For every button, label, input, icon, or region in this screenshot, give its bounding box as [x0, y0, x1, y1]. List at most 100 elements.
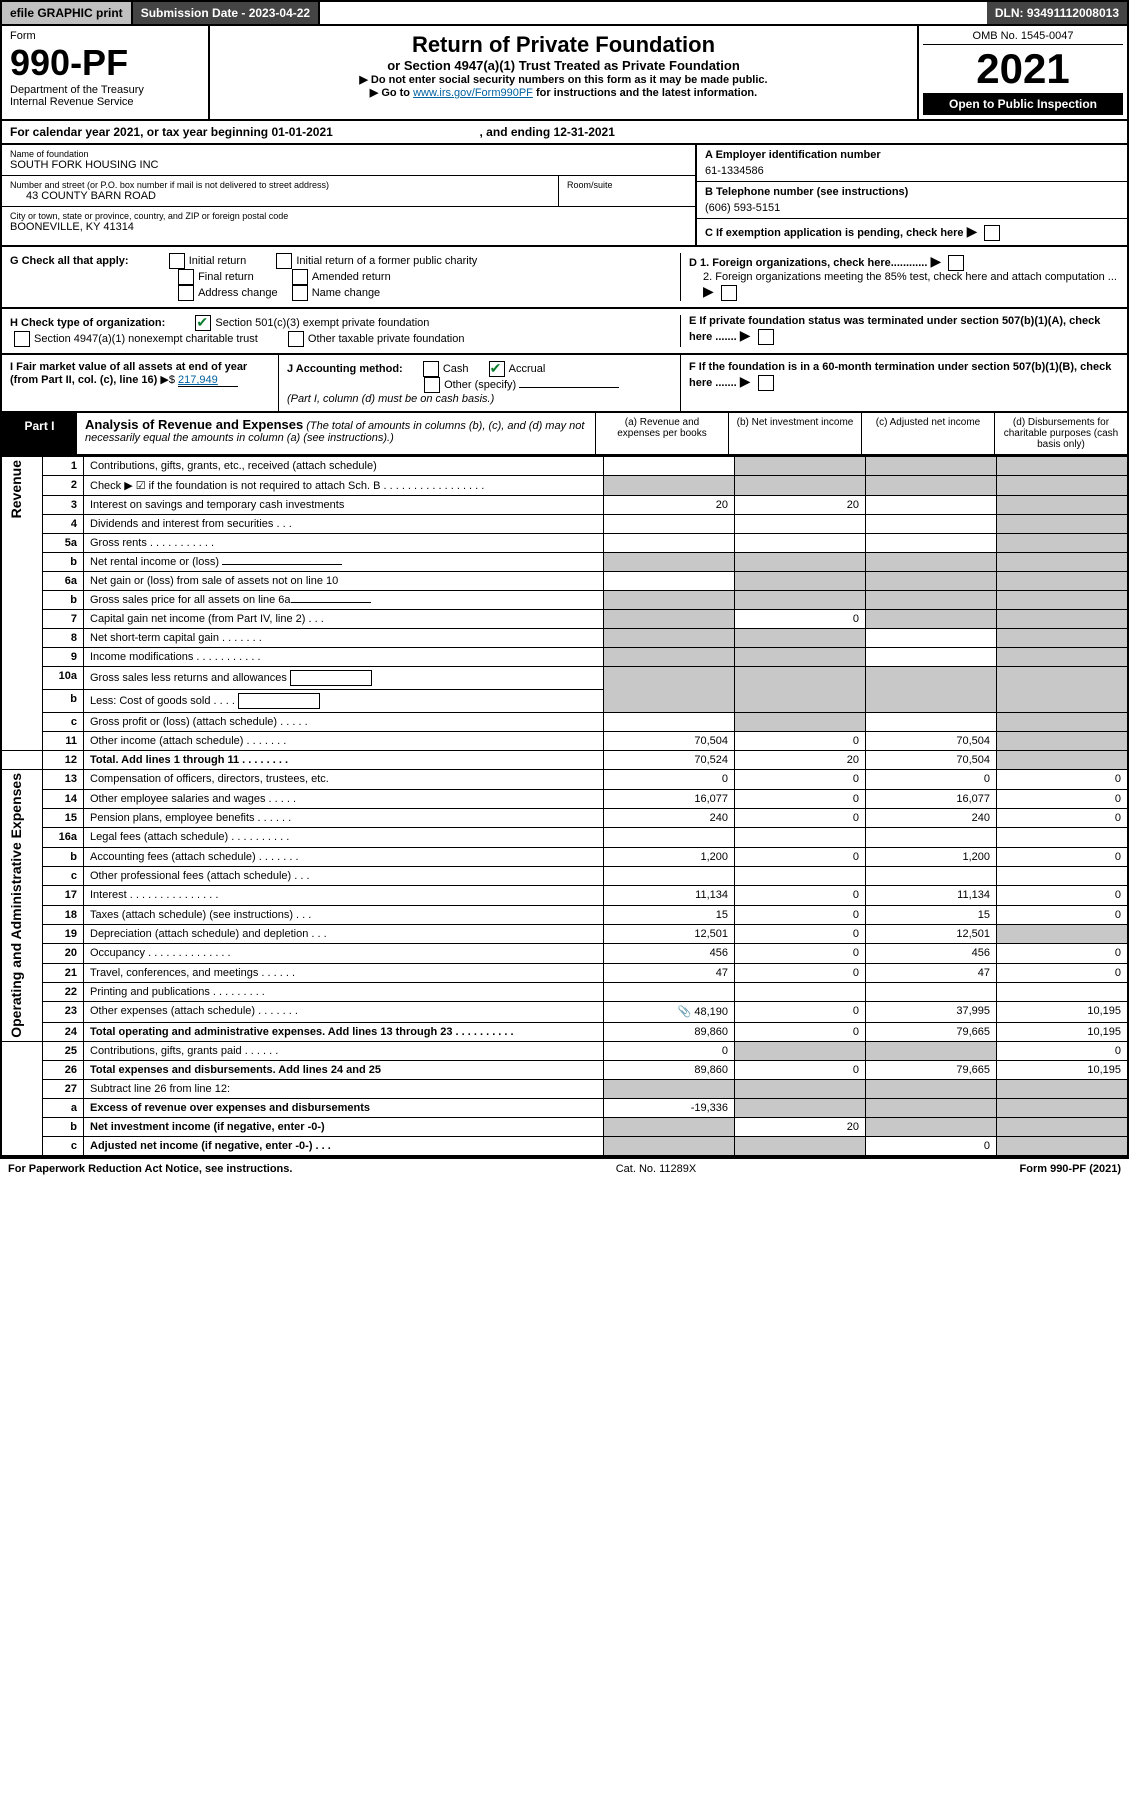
line-num: 12 — [43, 751, 84, 770]
revenue-side-label: Revenue — [8, 460, 24, 518]
j-other-checkbox[interactable] — [424, 377, 440, 393]
line-num: 25 — [43, 1042, 84, 1061]
efile-label[interactable]: efile GRAPHIC print — [2, 2, 133, 24]
line-num: c — [43, 1137, 84, 1157]
line-desc: Other professional fees (attach schedule… — [84, 866, 604, 885]
irs-label: Internal Revenue Service — [10, 96, 200, 108]
omb-number: OMB No. 1545-0047 — [923, 30, 1123, 45]
form-subtitle: or Section 4947(a)(1) Trust Treated as P… — [220, 58, 907, 73]
cal-text1: For calendar year 2021, or tax year begi… — [10, 125, 333, 139]
table-row: c Other professional fees (attach schedu… — [1, 866, 1128, 885]
line-num: 11 — [43, 732, 84, 751]
g-initial-checkbox[interactable] — [169, 253, 185, 269]
cal-text2: , and ending 12-31-2021 — [480, 125, 615, 139]
finance-table: Revenue 1 Contributions, gifts, grants, … — [0, 456, 1129, 1157]
f-label: F If the foundation is in a 60-month ter… — [689, 361, 1111, 389]
note2-post: for instructions and the latest informat… — [533, 87, 757, 99]
h-o3: Other taxable private foundation — [308, 333, 465, 345]
attachment-icon[interactable]: 📎 — [678, 1006, 692, 1018]
foundation-name: SOUTH FORK HOUSING INC — [10, 159, 687, 171]
e-checkbox[interactable] — [758, 329, 774, 345]
line-desc: Dividends and interest from securities .… — [84, 515, 604, 534]
g-amended-checkbox[interactable] — [292, 269, 308, 285]
cell-val: 15 — [866, 905, 997, 924]
cell-val: 0 — [997, 944, 1129, 963]
j-cash-checkbox[interactable] — [423, 361, 439, 377]
arrow-icon: ▶ — [740, 327, 751, 343]
line-num: b — [43, 1118, 84, 1137]
line-desc: Total. Add lines 1 through 11 . . . . . … — [84, 751, 604, 770]
form-ref: Form 990-PF (2021) — [1020, 1163, 1121, 1175]
phone-value: (606) 593-5151 — [705, 198, 1119, 214]
submission-date: Submission Date - 2023-04-22 — [133, 2, 320, 24]
g-o4: Amended return — [312, 271, 391, 283]
line-desc: Net investment income (if negative, ente… — [84, 1118, 604, 1137]
table-row: 16a Legal fees (attach schedule) . . . .… — [1, 828, 1128, 847]
d1-label: D 1. Foreign organizations, check here..… — [689, 257, 927, 269]
line-desc: Interest on savings and temporary cash i… — [84, 496, 604, 515]
line-num: 21 — [43, 963, 84, 982]
line-num: b — [43, 591, 84, 610]
cell-val: 0 — [735, 905, 866, 924]
g-initial-former-checkbox[interactable] — [276, 253, 292, 269]
line-num: b — [43, 553, 84, 572]
cell-val: 0 — [735, 610, 866, 629]
cell-val: 79,665 — [866, 1061, 997, 1080]
name-label: Name of foundation — [10, 149, 687, 159]
form990pf-link[interactable]: www.irs.gov/Form990PF — [413, 87, 533, 99]
line-desc: Gross profit or (loss) (attach schedule)… — [84, 713, 604, 732]
d1-checkbox[interactable] — [948, 255, 964, 271]
cell-val: 12,501 — [866, 924, 997, 943]
d2-checkbox[interactable] — [721, 285, 737, 301]
form-title: Return of Private Foundation — [220, 32, 907, 58]
h-501c3-checkbox[interactable] — [195, 315, 211, 331]
line-desc: Depreciation (attach schedule) and deple… — [84, 924, 604, 943]
line-desc: Capital gain net income (from Part IV, l… — [84, 610, 604, 629]
table-row: 18 Taxes (attach schedule) (see instruct… — [1, 905, 1128, 924]
h-other-checkbox[interactable] — [288, 331, 304, 347]
table-row: 8 Net short-term capital gain . . . . . … — [1, 629, 1128, 648]
cell-val: 70,504 — [866, 751, 997, 770]
f-checkbox[interactable] — [758, 375, 774, 391]
fmv-link[interactable]: 217,949 — [178, 374, 238, 387]
cat-number: Cat. No. 11289X — [292, 1163, 1019, 1175]
topbar-spacer — [320, 2, 987, 24]
city-label: City or town, state or province, country… — [10, 211, 687, 221]
cell-val: 1,200 — [866, 847, 997, 866]
line-num: 9 — [43, 648, 84, 667]
line-num: 6a — [43, 572, 84, 591]
cell-val: 1,200 — [604, 847, 735, 866]
g-o6: Name change — [312, 287, 381, 299]
c-checkbox[interactable] — [984, 225, 1000, 241]
arrow-icon: ▶ — [967, 223, 978, 239]
cell-val: 20 — [735, 751, 866, 770]
cell-val: 0 — [866, 1137, 997, 1157]
g-address-checkbox[interactable] — [178, 285, 194, 301]
cell-val: 12,501 — [604, 924, 735, 943]
g-o1: Initial return — [189, 255, 246, 267]
j-accrual-checkbox[interactable] — [489, 361, 505, 377]
line-desc: Pension plans, employee benefits . . . .… — [84, 808, 604, 827]
g-name-checkbox[interactable] — [292, 285, 308, 301]
cell-val: 0 — [735, 1002, 866, 1022]
c-pending-label: C If exemption application is pending, c… — [705, 227, 964, 239]
table-row: 4 Dividends and interest from securities… — [1, 515, 1128, 534]
table-row: 26 Total expenses and disbursements. Add… — [1, 1061, 1128, 1080]
table-row: b Net investment income (if negative, en… — [1, 1118, 1128, 1137]
line-num: 1 — [43, 457, 84, 476]
line-num: 19 — [43, 924, 84, 943]
line-num: 5a — [43, 534, 84, 553]
arrow-icon: ▶ — [703, 283, 714, 299]
line-num: 7 — [43, 610, 84, 629]
cell-val: 89,860 — [604, 1022, 735, 1042]
line-desc: Income modifications . . . . . . . . . .… — [84, 648, 604, 667]
cell-val: 0 — [735, 770, 866, 789]
h-4947-checkbox[interactable] — [14, 331, 30, 347]
i-j-f-section: I Fair market value of all assets at end… — [0, 355, 1129, 413]
cell-val: 37,995 — [866, 1002, 997, 1022]
part1-label: Part I — [2, 413, 77, 454]
g-final-checkbox[interactable] — [178, 269, 194, 285]
cell-val: 0 — [997, 1042, 1129, 1061]
table-row: b Gross sales price for all assets on li… — [1, 591, 1128, 610]
note-ssn: ▶ Do not enter social security numbers o… — [220, 73, 907, 86]
